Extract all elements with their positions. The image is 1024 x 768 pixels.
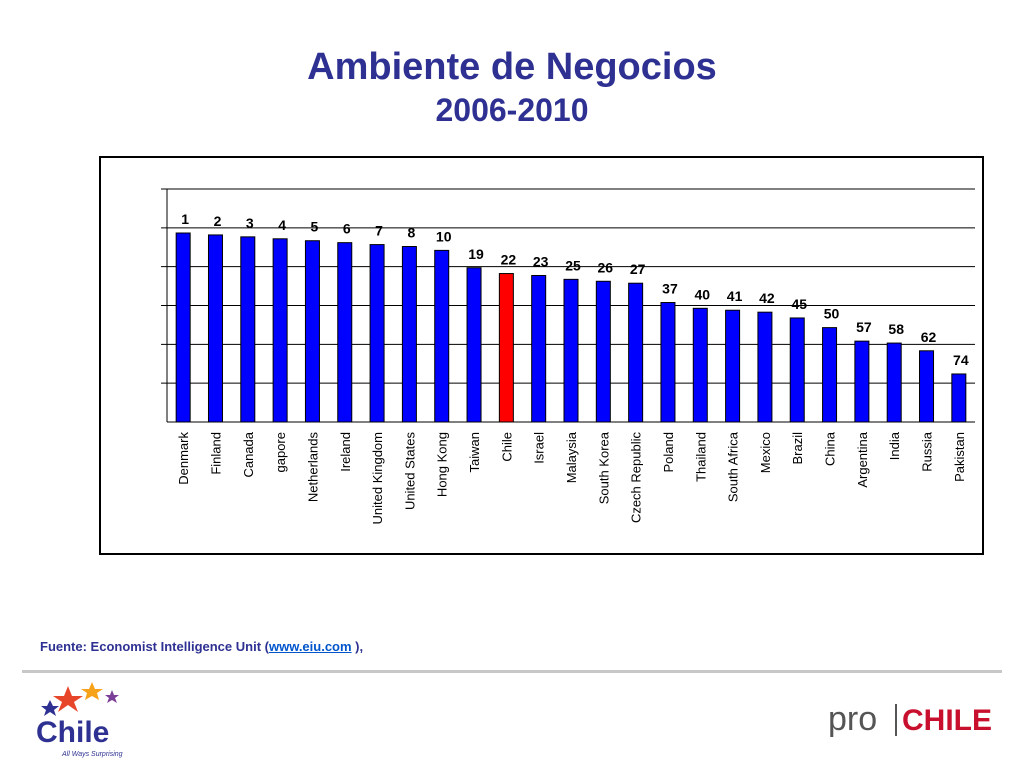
x-tick-label: Netherlands: [305, 432, 320, 503]
x-tick-labels: Denmark Finland Canada gapore Netherlands Ire…: [176, 431, 967, 524]
bar-brazil: [789, 317, 805, 423]
bar-united-kingdom: [369, 244, 385, 423]
x-tick-label: Thailand: [693, 432, 708, 482]
x-tick-label: Russia: [920, 431, 935, 472]
x-tick-label: Poland: [661, 432, 676, 472]
prochile-logo-chile: CHILE: [902, 704, 992, 737]
bars: [175, 232, 967, 423]
data-label: 6: [343, 221, 351, 237]
x-tick-label: Pakistan: [952, 432, 967, 482]
chile-logo-word: Chile: [36, 716, 109, 749]
chart-frame: 1 2 3 4 5 6 7 8 10 19 22 23 25 26 27 37 40 41 42 45 50 57 58 62…: [99, 156, 984, 555]
bar-chile: [498, 273, 514, 423]
data-label: 42: [759, 290, 775, 306]
data-label: 41: [727, 288, 743, 304]
x-tick-label: China: [823, 431, 838, 466]
x-tick-label: Finland: [208, 432, 223, 475]
page-title: Ambiente de Negocios: [307, 46, 717, 88]
data-label: 58: [888, 321, 904, 337]
x-tick-label: Mexico: [758, 432, 773, 473]
data-label: 10: [436, 228, 452, 244]
data-label: 25: [565, 257, 581, 273]
x-tick-label: Argentina: [855, 431, 870, 487]
x-tick-label: Chile: [499, 432, 514, 462]
source-prefix: Fuente: Economist Intelligence Unit (: [40, 639, 269, 654]
data-label: 8: [408, 225, 416, 241]
data-label: 23: [533, 253, 549, 269]
x-tick-label: South Africa: [726, 431, 741, 502]
x-tick-label: Hong Kong: [435, 432, 450, 497]
data-label: 2: [214, 213, 222, 229]
bar-china: [822, 327, 838, 423]
data-label: 50: [824, 306, 840, 322]
x-tick-label: Canada: [241, 431, 256, 477]
bar-ireland: [337, 242, 353, 423]
bar-pakistan: [951, 373, 967, 423]
x-tick-label: Taiwan: [467, 432, 482, 472]
x-tick-label: Brazil: [790, 432, 805, 465]
bar-thailand: [692, 307, 708, 423]
data-label: 74: [953, 352, 969, 368]
x-tick-label: Malaysia: [564, 431, 579, 483]
chile-brand-logo: Chile All Ways Surprising: [36, 682, 123, 758]
page-subtitle: 2006-2010: [435, 92, 589, 128]
footer-divider: [22, 670, 1002, 673]
prochile-logo-separator: [895, 704, 897, 736]
bar-south-africa: [725, 309, 741, 423]
x-tick-label: United States: [402, 432, 417, 511]
bar-finland: [207, 234, 223, 423]
data-label: 57: [856, 319, 872, 335]
x-tick-label: Czech Republic: [629, 432, 644, 524]
bar-denmark: [175, 232, 191, 423]
data-label: 7: [375, 223, 383, 239]
data-label: 37: [662, 281, 678, 297]
x-tick-label: South Korea: [596, 431, 611, 504]
x-tick-label: Ireland: [338, 432, 353, 472]
data-label: 62: [921, 329, 937, 345]
x-tick-label: India: [887, 431, 902, 460]
bar-russia: [919, 350, 935, 423]
bar-israel: [531, 274, 547, 423]
x-tick-label: gapore: [273, 432, 288, 472]
bar-united-states: [401, 246, 417, 423]
chile-logo-tagline: All Ways Surprising: [61, 751, 123, 758]
data-label: 27: [630, 261, 646, 277]
bar-argentina: [854, 340, 870, 423]
x-tick-label: United Kingdom: [370, 432, 385, 525]
bar-poland: [660, 302, 676, 423]
prochile-brand-logo: pro CHILE: [828, 700, 992, 738]
data-label: 19: [468, 246, 484, 262]
data-label: 4: [278, 217, 286, 233]
data-label: 1: [181, 211, 189, 227]
bar-czech-republic: [628, 282, 644, 423]
bar-malaysia: [563, 278, 579, 423]
bar-south-korea: [595, 280, 611, 423]
source-suffix: ),: [351, 639, 364, 654]
bar-netherlands: [304, 240, 320, 423]
prochile-logo-pro: pro: [828, 700, 877, 738]
source-note: Fuente: Economist Intelligence Unit (www…: [40, 639, 363, 654]
data-label: 40: [694, 286, 710, 302]
x-tick-label: Denmark: [176, 432, 191, 485]
data-label: 26: [598, 259, 614, 275]
data-label: 45: [791, 296, 807, 312]
x-tick-label: Israel: [532, 432, 547, 464]
bar-gapore: [272, 238, 288, 423]
data-label: 5: [311, 219, 319, 235]
star-cluster-icon: [41, 682, 119, 716]
bar-hong-kong: [434, 249, 450, 423]
bar-taiwan: [466, 267, 482, 423]
source-link[interactable]: www.eiu.com: [268, 639, 352, 654]
bar-mexico: [757, 311, 773, 423]
bar-india: [886, 342, 902, 423]
bar-canada: [240, 236, 256, 423]
data-label: 22: [501, 252, 517, 268]
data-label: 3: [246, 215, 254, 231]
